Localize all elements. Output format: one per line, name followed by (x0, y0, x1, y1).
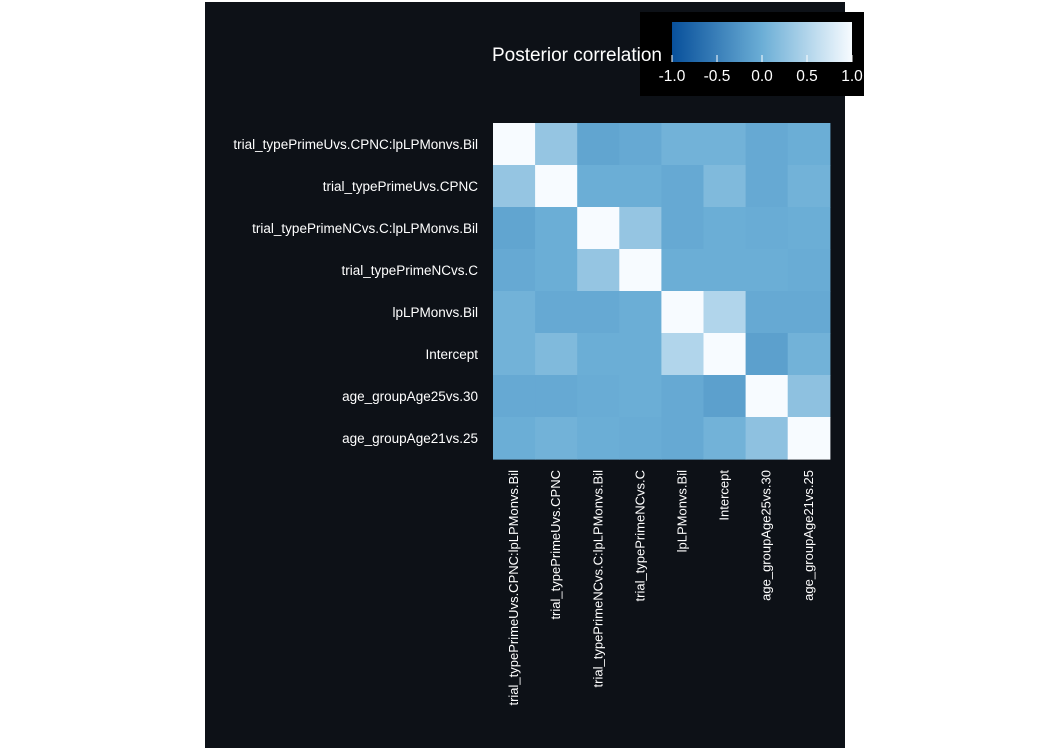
row-label: lpLPMonvs.Bil (392, 305, 478, 320)
color-legend: Posterior correlation -1.0 -0.5 0.0 0.5 1.0 (492, 22, 863, 85)
heatmap-cell (703, 291, 747, 334)
heatmap-cell (577, 417, 620, 460)
heatmap-cell (535, 375, 578, 418)
row-label: Intercept (425, 347, 478, 362)
heatmap-cell (535, 333, 578, 376)
heatmap-cell (619, 165, 662, 208)
heatmap-cell (619, 123, 662, 166)
heatmap-cell (703, 375, 747, 418)
heatmap-cell (577, 333, 620, 376)
heatmap-cell (703, 165, 747, 208)
heatmap-cell (703, 333, 747, 376)
heatmap-cell (493, 417, 536, 460)
heatmap-cell (619, 249, 662, 292)
col-label: trial_typePrimeNCvs.C (632, 470, 647, 601)
heatmap-cell (577, 291, 620, 334)
heatmap-cell (493, 165, 536, 208)
legend-tick-label: 0.0 (751, 68, 773, 85)
row-label: trial_typePrimeUvs.CPNC (323, 179, 479, 194)
row-label: age_groupAge25vs.30 (342, 389, 478, 404)
heatmap-cell (745, 417, 789, 460)
legend-tick-label: 1.0 (841, 68, 863, 85)
heatmap-cell (661, 291, 705, 334)
heatmap-cell (661, 123, 705, 166)
heatmap-cell (493, 207, 536, 250)
col-label: trial_typePrimeNCvs.C:lpLPMonvs.Bil (590, 470, 605, 688)
heatmap-cell (535, 207, 578, 250)
heatmap-cell (577, 375, 620, 418)
heatmap-cell (745, 207, 789, 250)
heatmap-cell (619, 207, 662, 250)
heatmap-cell (787, 333, 831, 376)
row-label: trial_typePrimeUvs.CPNC:lpLPMonvs.Bil (233, 137, 478, 152)
heatmap-cell (493, 375, 536, 418)
legend-tick-label: -0.5 (704, 68, 731, 85)
heatmap-cell (661, 417, 705, 460)
heatmap-cell (493, 123, 536, 166)
heatmap-cell (745, 375, 789, 418)
heatmap-cell (535, 249, 578, 292)
col-label: age_groupAge25vs.30 (759, 470, 774, 601)
col-label: trial_typePrimeUvs.CPNC (548, 470, 563, 620)
legend-ticks: -1.0 -0.5 0.0 0.5 1.0 (659, 55, 863, 85)
heatmap-cell (787, 165, 831, 208)
col-label: age_groupAge21vs.25 (801, 470, 816, 601)
col-label: trial_typePrimeUvs.CPNC:lpLPMonvs.Bil (506, 470, 521, 706)
legend-tick-label: -1.0 (659, 68, 686, 85)
heatmap-cell (787, 375, 831, 418)
heatmap-cell (535, 291, 578, 334)
heatmap-cell (619, 375, 662, 418)
heatmap-cell (661, 375, 705, 418)
heatmap-cell (535, 165, 578, 208)
heatmap-cell (703, 207, 747, 250)
heatmap-cell (745, 291, 789, 334)
heatmap-cell (703, 123, 747, 166)
heatmap-cell (535, 417, 578, 460)
heatmap-cell (787, 207, 831, 250)
col-label: lpLPMonvs.Bil (674, 470, 689, 552)
row-label: trial_typePrimeNCvs.C:lpLPMonvs.Bil (252, 221, 478, 236)
heatmap-cell (745, 333, 789, 376)
heatmap-cell (745, 249, 789, 292)
heatmap-cell (787, 417, 831, 460)
heatmap-cell (619, 291, 662, 334)
heatmap-cell (493, 249, 536, 292)
heatmap-cell (787, 291, 831, 334)
col-labels: trial_typePrimeUvs.CPNC:lpLPMonvs.Bil tri… (506, 470, 816, 706)
heatmap-cell (619, 417, 662, 460)
heatmap-cell (493, 291, 536, 334)
heatmap-cell (619, 333, 662, 376)
col-label: Intercept (717, 470, 732, 521)
heatmap-cell (577, 249, 620, 292)
heatmap-cell (577, 123, 620, 166)
heatmap-cell (745, 123, 789, 166)
row-label: trial_typePrimeNCvs.C (341, 263, 478, 278)
row-label: age_groupAge21vs.25 (342, 431, 478, 446)
heatmap-cell (661, 249, 705, 292)
heatmap-cell (661, 165, 705, 208)
heatmap-cell (577, 165, 620, 208)
heatmap-cell (493, 333, 536, 376)
legend-title: Posterior correlation (492, 45, 662, 66)
heatmap-cell (787, 123, 831, 166)
heatmap-cell (661, 333, 705, 376)
heatmap-cell (535, 123, 578, 166)
heatmap-cells (493, 123, 831, 460)
heatmap-cell (703, 249, 747, 292)
legend-tick-label: 0.5 (796, 68, 818, 85)
heatmap-cell (661, 207, 705, 250)
heatmap-cell (577, 207, 620, 250)
heatmap-cell (703, 417, 747, 460)
heatmap-cell (787, 249, 831, 292)
heatmap-cell (745, 165, 789, 208)
row-labels: trial_typePrimeUvs.CPNC:lpLPMonvs.Biltri… (233, 137, 478, 446)
